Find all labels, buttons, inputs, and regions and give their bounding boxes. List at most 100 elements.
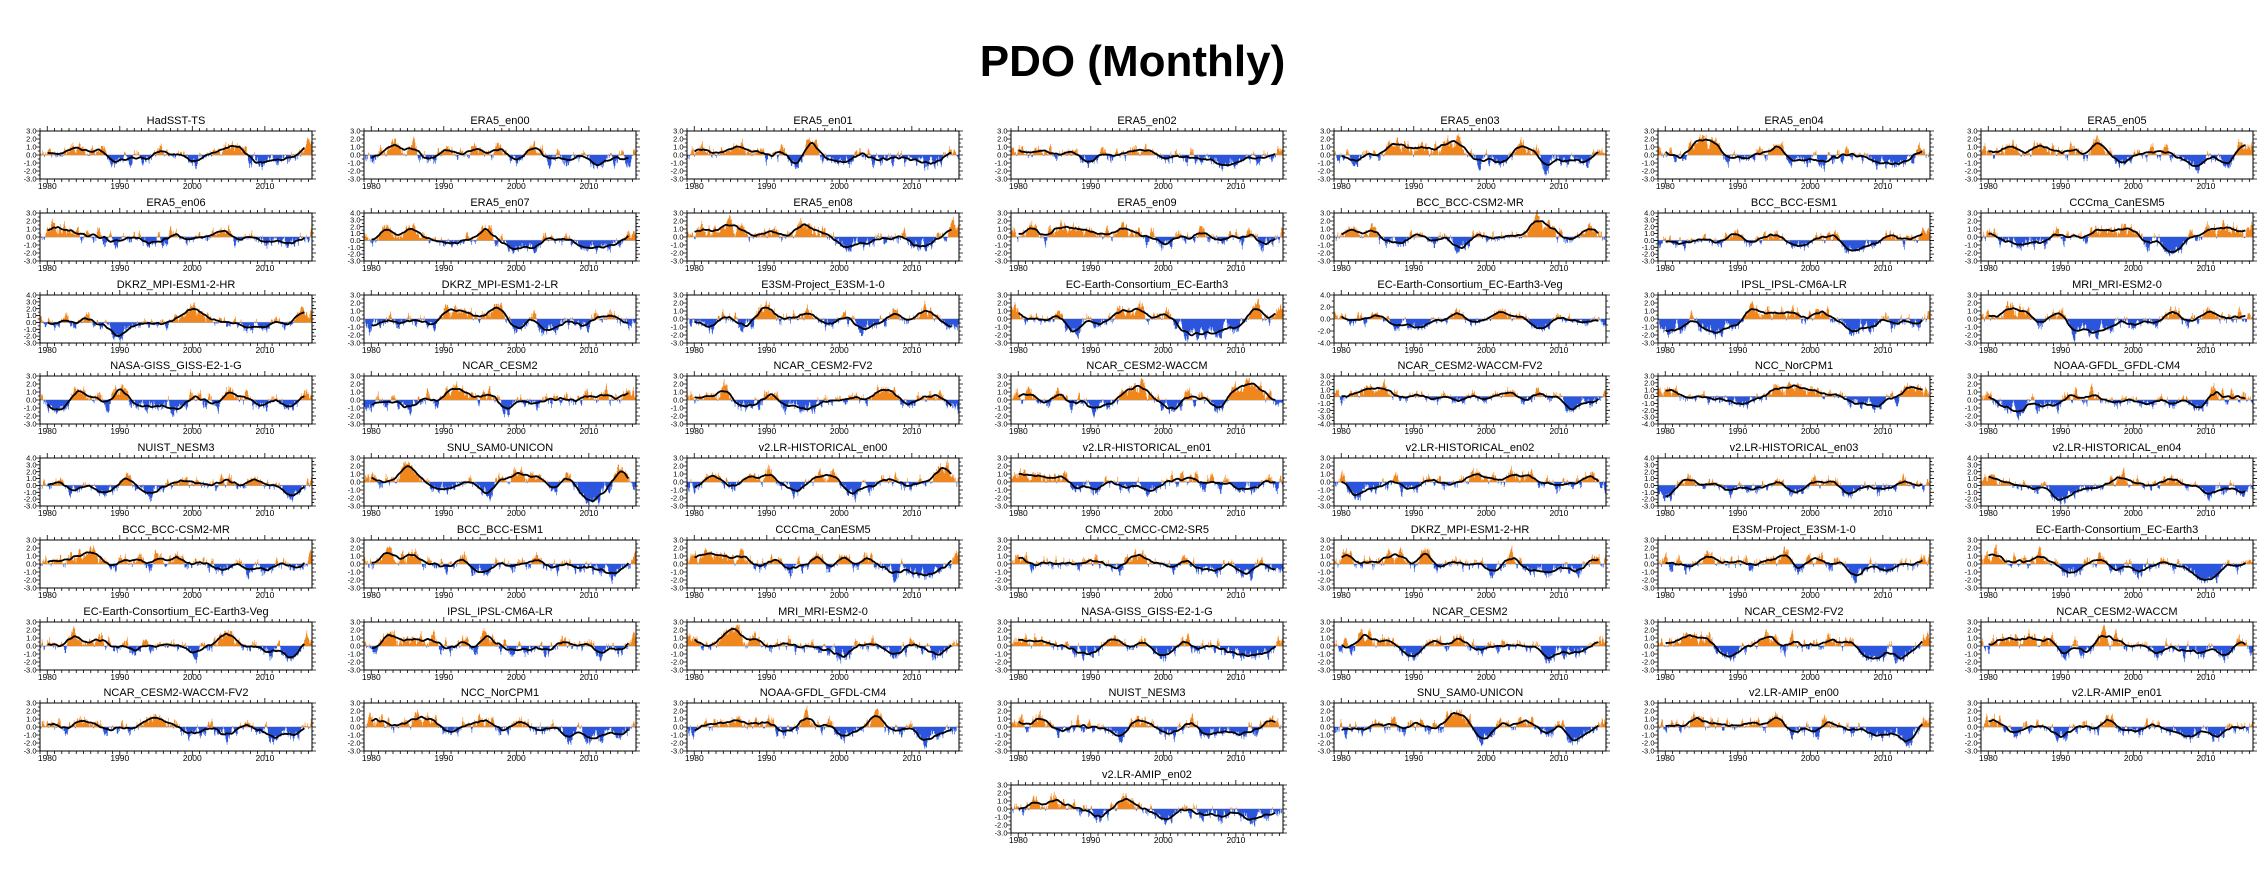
x-axis-labels: 1980 1990 2000 2010 (38, 672, 275, 682)
svg-text:3.0: 3.0 (26, 461, 36, 470)
svg-text:-3.0: -3.0 (1642, 257, 1655, 266)
svg-text:2010: 2010 (1549, 181, 1568, 191)
negative-bars (2007, 564, 2246, 584)
y-axis-labels: 3.02.01.00.0-1.0-2.0-3.0 (1318, 536, 1331, 593)
svg-text:0.0: 0.0 (673, 315, 683, 324)
svg-text:1980: 1980 (1979, 181, 1998, 191)
pdo-panel: ERA5_en08 3.0 2.0 1.0 0.0 -1.0 -2.0 -3.0 1980 199… (647, 194, 971, 276)
svg-text:-1.0: -1.0 (1642, 650, 1655, 659)
svg-text:1990: 1990 (434, 753, 453, 763)
pdo-panel: MRI_MRI-ESM2-0 3.0 2.0 1.0 0.0 -1.0 -2.0 -3.0 19… (647, 603, 971, 685)
pdo-panel-svg: E3SM-Project_E3SM-1-0 3.02.01.00.0-1.0-2.… (671, 279, 963, 355)
pdo-panel-svg: v2.LR-AMIP_en003.02.01.00.0-1.0-2.0-3.01… (1642, 687, 1934, 763)
svg-text:1.0: 1.0 (1320, 225, 1330, 234)
svg-text:0.0: 0.0 (1967, 151, 1977, 160)
svg-text:2010: 2010 (1873, 508, 1892, 518)
smoothed-line (1018, 382, 1276, 410)
smoothed-line (47, 226, 305, 245)
axis-ticks (1007, 290, 1287, 348)
smoothed-line (1018, 638, 1277, 657)
svg-text:0.0: 0.0 (997, 233, 1007, 242)
svg-text:3.0: 3.0 (997, 209, 1007, 218)
svg-text:1980: 1980 (685, 426, 704, 436)
svg-text:1990: 1990 (110, 181, 129, 191)
y-axis-labels: 4.03.02.01.00.0-1.0-2.0-3.0 (1965, 454, 1978, 511)
panel-title: NASA-GISS_GISS-E2-1-G (1081, 606, 1212, 618)
svg-text:-2.0: -2.0 (348, 739, 361, 748)
panel-title: EC-Earth-Consortium_EC-Earth3-Veg (83, 606, 268, 618)
axis-ticks (1007, 208, 1287, 266)
y-axis-labels: 3.02.01.00.0-1.0-2.0-3.0 (348, 618, 361, 675)
positive-bars (1657, 133, 1930, 155)
x-axis-labels: 1980 1990 2000 2010 (362, 263, 599, 273)
pdo-panel-svg: BCC_BCC-ESM1 3.02.01.00.0-1.0-2.0-3.01980… (348, 524, 640, 600)
svg-text:-1.0: -1.0 (1318, 159, 1331, 168)
svg-text:2010: 2010 (579, 508, 598, 518)
pdo-panel-svg: v2.LR-AMIP_en023.02.01.00.0-1.0-2.0-3.01… (995, 769, 1287, 845)
svg-text:0.0: 0.0 (673, 560, 683, 569)
svg-text:2010: 2010 (1873, 753, 1892, 763)
panel-title: v2.LR-HISTORICAL_en02 (1406, 442, 1535, 454)
svg-text:3.0: 3.0 (1967, 618, 1977, 627)
svg-text:2010: 2010 (2196, 590, 2215, 600)
svg-text:-2.0: -2.0 (1318, 406, 1331, 415)
svg-text:0.0: 0.0 (997, 396, 1007, 405)
svg-text:-3.0: -3.0 (995, 829, 1008, 838)
smoothed-line (1665, 554, 1923, 577)
svg-text:0.0: 0.0 (26, 151, 36, 160)
negative-bars (1657, 727, 1921, 749)
svg-text:0.0: 0.0 (1320, 642, 1330, 651)
pdo-panel-svg: NOAA-GFDL_GFDL-CM4 3.02.01.00.0-1.0-2.0-3… (671, 687, 963, 763)
svg-text:2000: 2000 (830, 263, 849, 273)
svg-text:3.0: 3.0 (350, 291, 360, 300)
svg-text:2000: 2000 (2124, 508, 2143, 518)
svg-text:1980: 1980 (1656, 345, 1675, 355)
x-axis-labels: 1980 1990 2000 2010 (685, 590, 922, 600)
svg-text:1990: 1990 (1728, 181, 1747, 191)
smoothed-line (1341, 140, 1599, 166)
pdo-panel-svg: v2.LR-HISTORICAL_en03 4.03.02.01.00.0-1.0… (1642, 442, 1934, 518)
svg-text:-3.0: -3.0 (995, 666, 1008, 675)
svg-text:0.0: 0.0 (350, 396, 360, 405)
svg-text:1980: 1980 (1979, 672, 1998, 682)
svg-text:-1.0: -1.0 (995, 486, 1008, 495)
y-axis-labels: 3.02.01.00.0-1.0-2.0-3.0 (348, 291, 361, 348)
svg-text:2.0: 2.0 (1644, 707, 1654, 716)
smoothed-line (1341, 311, 1599, 330)
svg-text:-2.0: -2.0 (1318, 494, 1331, 503)
svg-text:-2.0: -2.0 (1318, 576, 1331, 585)
x-axis-labels: 1980 1990 2000 2010 (38, 263, 275, 273)
pdo-panel-svg: SNU_SAM0-UNICON3.02.01.00.0-1.0-2.0-3.01… (348, 442, 640, 518)
smoothed-line (1665, 138, 1923, 166)
pdo-panel: v2.LR-AMIP_en00 3.0 2.0 1.0 0.0 -1.0 -2.0 -3.0 1… (1618, 684, 1942, 766)
pdo-panel: ERA5_en03 3.0 2.0 1.0 0.0 -1.0 -2.0 -3.0 1980 199… (1294, 112, 1618, 194)
svg-text:-2.0: -2.0 (1965, 249, 1978, 258)
svg-text:1990: 1990 (434, 672, 453, 682)
y-axis-labels: 3.02.01.00.0-1.0-2.0-3.0 (671, 291, 684, 348)
svg-text:3.0: 3.0 (997, 372, 1007, 381)
svg-text:2000: 2000 (507, 426, 526, 436)
svg-text:1980: 1980 (1656, 508, 1675, 518)
svg-text:2010: 2010 (2196, 672, 2215, 682)
panel-title: ERA5_en04 (1764, 115, 1823, 127)
svg-text:3.0: 3.0 (1320, 454, 1330, 463)
svg-text:1980: 1980 (1332, 508, 1351, 518)
svg-text:-2.0: -2.0 (671, 412, 684, 421)
svg-text:-3.0: -3.0 (671, 747, 684, 756)
svg-text:2000: 2000 (507, 590, 526, 600)
svg-text:2.0: 2.0 (1644, 135, 1654, 144)
svg-text:-1.0: -1.0 (24, 325, 37, 334)
svg-text:0.0: 0.0 (673, 151, 683, 160)
svg-text:-2.0: -2.0 (671, 576, 684, 585)
y-axis-labels: 3.02.01.00.0-1.0-2.0-3.0 (671, 127, 684, 184)
axis-ticks (1330, 698, 1610, 756)
svg-text:0.0: 0.0 (1320, 723, 1330, 732)
positive-bars (1334, 378, 1607, 397)
svg-text:-2.0: -2.0 (1965, 167, 1978, 176)
svg-text:2000: 2000 (1801, 345, 1820, 355)
axis-ticks (360, 535, 640, 593)
svg-text:0.0: 0.0 (673, 642, 683, 651)
pdo-panel: EC-Earth-Consortium_EC-Earth3 3.0 2.0 1.0 0.… (1941, 521, 2265, 603)
